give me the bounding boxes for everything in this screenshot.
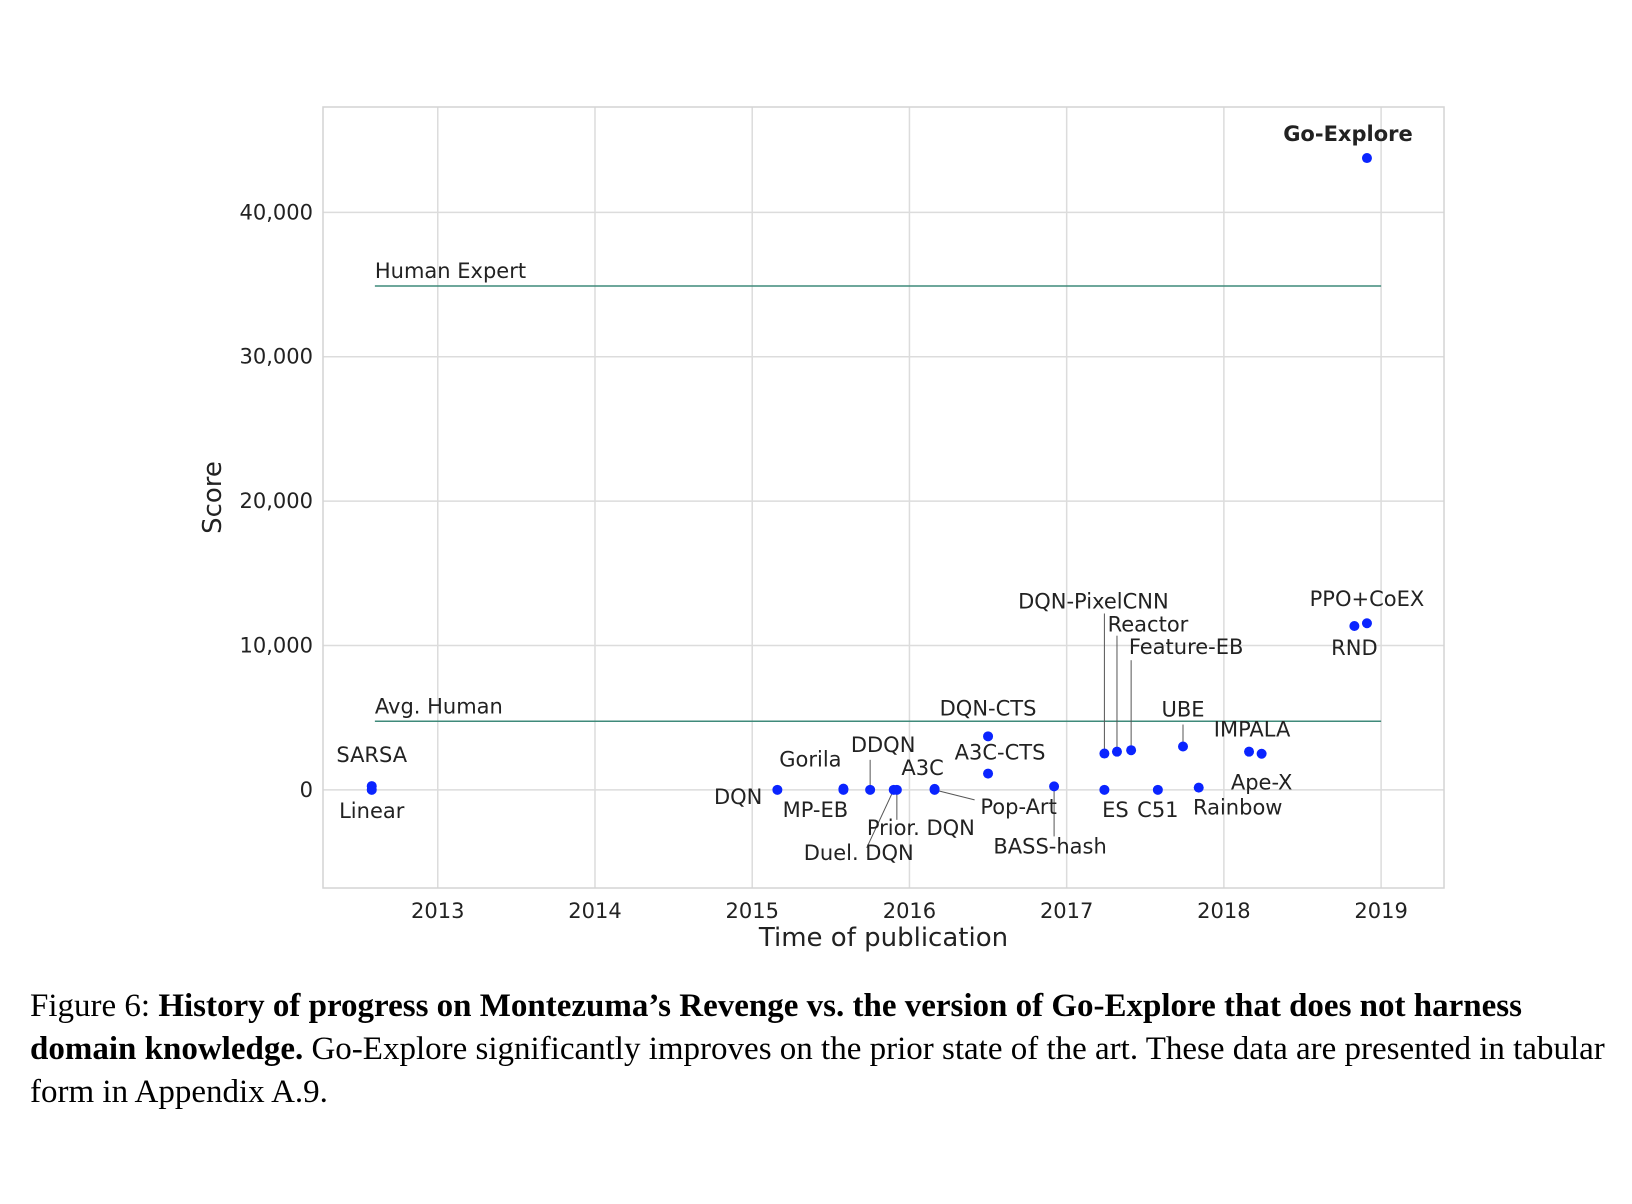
point-dqn — [772, 784, 783, 795]
point-label-a3c-cts: A3C-CTS — [955, 741, 1046, 765]
x-tick-label: 2015 — [725, 899, 778, 923]
point-label-ape-x: Ape-X — [1231, 771, 1293, 795]
point-dqn-pixelcnn — [1099, 748, 1110, 759]
point-label-duel-dqn: Duel. DQN — [804, 841, 914, 865]
point-label-ppo-coex: PPO+CoEX — [1310, 587, 1425, 611]
plot-frame — [322, 106, 1445, 889]
point-label-feature-eb: Feature-EB — [1129, 635, 1244, 659]
point-label-go-explore: Go-Explore — [1283, 122, 1413, 146]
axis-ticks: 2013 2014 2015 2016 2017 2018 2019 0 10,000 20,00… — [240, 200, 1408, 923]
grid — [323, 107, 1444, 888]
x-tick-label: 2016 — [883, 899, 936, 923]
point-label-reactor: Reactor — [1108, 613, 1189, 637]
x-tick-label: 2018 — [1197, 899, 1250, 923]
point-labels: SARSA Linear DQN Gorila MP-EB DDQN Duel. DQNPr… — [336, 122, 1424, 865]
point-bass-hash — [1049, 781, 1060, 792]
point-ddqn — [865, 784, 876, 795]
data-points — [366, 153, 1372, 795]
reference-line-label: Avg. Human — [375, 694, 503, 718]
point-label-gorila: Gorila — [779, 748, 841, 772]
point-label-pop-art: Pop-Art — [980, 795, 1056, 819]
leader-line-pop-art — [934, 789, 975, 801]
reference-lines: Human Expert Avg. Human — [374, 259, 1382, 723]
point-label-a3c: A3C — [901, 756, 943, 780]
y-tick-label: 0 — [300, 778, 313, 802]
y-axis-title: Score — [198, 461, 228, 534]
point-c51 — [1152, 784, 1163, 795]
x-tick-label: 2019 — [1354, 899, 1407, 923]
point-ube — [1178, 741, 1189, 752]
x-tick-label: 2014 — [568, 899, 621, 923]
point-rainbow — [1193, 782, 1204, 793]
figure-caption: Figure 6: History of progress on Montezu… — [30, 985, 1620, 1114]
caption-rest: Go-Explore significantly improves on the… — [30, 1031, 1605, 1110]
point-label-ddqn: DDQN — [851, 733, 916, 757]
leader-line-duel-dqn — [866, 789, 895, 849]
x-tick-label: 2013 — [411, 899, 464, 923]
point-label-es: ES — [1102, 798, 1129, 822]
point-label-dqn-pixelcnn: DQN-PixelCNN — [1018, 590, 1169, 614]
y-tick-label: 20,000 — [240, 489, 313, 513]
point-es — [1099, 784, 1110, 795]
point-label-c51: C51 — [1137, 798, 1178, 822]
point-impala — [1244, 746, 1255, 757]
point-label-rainbow: Rainbow — [1193, 796, 1283, 820]
point-label-sarsa: SARSA — [336, 743, 407, 767]
point-dqn-cts — [983, 731, 994, 742]
point-pop-art — [929, 784, 940, 795]
point-label-dqn: DQN — [714, 785, 762, 809]
point-ape-x — [1256, 748, 1267, 759]
point-label-impala: IMPALA — [1214, 718, 1291, 742]
point-prior-dqn — [891, 784, 902, 795]
y-tick-label: 10,000 — [240, 633, 313, 657]
y-tick-label: 40,000 — [240, 200, 313, 224]
point-ppo-coex — [1361, 618, 1372, 629]
point-rnd — [1349, 621, 1360, 632]
point-go-explore — [1361, 153, 1372, 164]
point-label-dqn-cts: DQN-CTS — [940, 696, 1037, 720]
point-feature-eb — [1126, 745, 1137, 756]
point-label-prior-dqn: Prior. DQN — [867, 816, 975, 840]
x-axis-title: Time of publication — [758, 923, 1008, 953]
caption-bold: History of progress on Montezuma’s Reven… — [30, 988, 1522, 1067]
point-reactor — [1111, 746, 1122, 757]
reference-line-label: Human Expert — [375, 259, 526, 283]
y-tick-label: 30,000 — [240, 345, 313, 369]
x-tick-label: 2017 — [1040, 899, 1093, 923]
point-label-mp-eb: MP-EB — [783, 798, 849, 822]
point-mp-eb — [838, 784, 849, 795]
caption-prefix: Figure 6: — [30, 988, 159, 1024]
point-label-ube: UBE — [1161, 698, 1204, 722]
point-a3c-cts — [983, 768, 994, 779]
point-label-bass-hash: BASS-hash — [993, 834, 1106, 858]
point-label-rnd: RND — [1331, 636, 1377, 660]
point-linear — [366, 784, 377, 795]
point-label-linear: Linear — [339, 799, 405, 823]
